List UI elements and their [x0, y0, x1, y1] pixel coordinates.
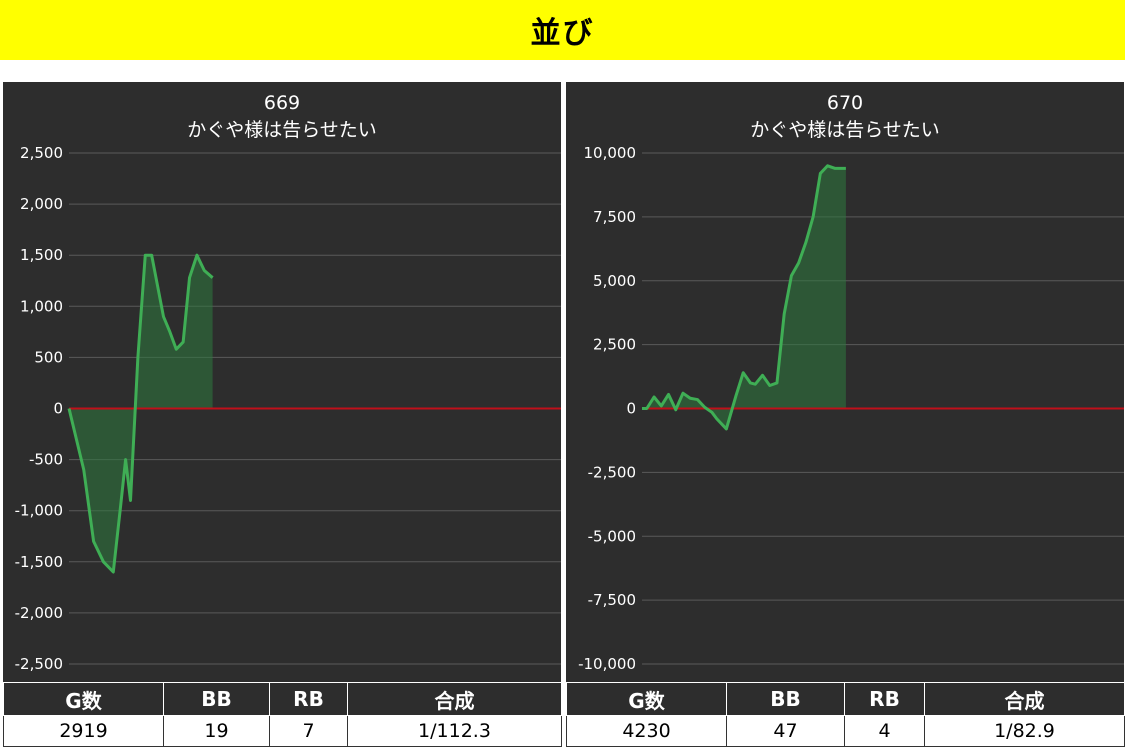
y-tick-label: 10,000 — [584, 144, 637, 162]
stats-header-combined: 合成 — [924, 682, 1125, 716]
stats-header-games: G数 — [566, 682, 727, 716]
stats-header-bb: BB — [163, 682, 270, 716]
series-line — [67, 253, 214, 574]
y-tick-label: -7,500 — [588, 591, 636, 609]
chart-title: 669 — [264, 92, 300, 114]
stats-value-rb: 7 — [269, 715, 348, 747]
banner: 並び — [0, 0, 1125, 60]
stats-header-rb: RB — [269, 682, 348, 716]
y-tick-label: 0 — [626, 400, 636, 418]
stats-value-row: 2919 19 7 1/112.3 — [3, 715, 562, 747]
y-tick-label: 500 — [34, 348, 63, 366]
stats-table-669: G数 BB RB 合成 2919 19 7 1/112.3 — [3, 682, 562, 747]
chart-subtitle: かぐや様は告らせたい — [187, 119, 377, 141]
stats-header-row: G数 BB RB 合成 — [566, 682, 1125, 716]
stats-value-bb: 19 — [163, 715, 270, 747]
stats-header-combined: 合成 — [347, 682, 562, 716]
y-tick-label: -2,500 — [588, 463, 636, 481]
banner-title: 並び — [530, 16, 595, 51]
slump-chart: 670 かぐや様は告らせたい 10,000 7,500 5,000 2,500 0 -2,50… — [578, 92, 1124, 673]
stats-header-row: G数 BB RB 合成 — [3, 682, 562, 716]
stats-value-combined: 1/112.3 — [347, 715, 562, 747]
stats-value-row: 4230 47 4 1/82.9 — [566, 715, 1125, 747]
y-tick-label: 1,500 — [20, 246, 63, 264]
y-tick-label: 0 — [53, 400, 63, 418]
stats-value-games: 2919 — [3, 715, 164, 747]
stats-header-rb: RB — [844, 682, 925, 716]
y-tick-label: -1,500 — [15, 553, 63, 571]
series-area — [69, 255, 213, 573]
stats-header-bb: BB — [726, 682, 845, 716]
y-tick-label: 2,000 — [20, 195, 63, 213]
series-area — [642, 165, 846, 429]
y-tick-label: -2,500 — [15, 655, 63, 673]
stats-value-games: 4230 — [566, 715, 727, 747]
stats-value-combined: 1/82.9 — [924, 715, 1125, 747]
y-tick-label: -2,000 — [15, 604, 63, 622]
chart-title: 670 — [827, 92, 863, 114]
slump-chart: 669 かぐや様は告らせたい 2,500 2,000 1,500 1,000 500 0 -50… — [15, 92, 561, 673]
chart-subtitle: かぐや様は告らせたい — [750, 119, 940, 141]
y-tick-label: -10,000 — [578, 655, 636, 673]
y-tick-label: -500 — [29, 451, 63, 469]
chart-panel-670: 670 かぐや様は告らせたい 10,000 7,500 5,000 2,500 0 -2,50… — [566, 82, 1124, 682]
series-line — [642, 164, 846, 431]
y-tick-label: 7,500 — [593, 208, 636, 226]
stats-value-bb: 47 — [726, 715, 845, 747]
y-tick-label: 2,500 — [20, 144, 63, 162]
y-tick-label: 1,000 — [20, 297, 63, 315]
stats-header-games: G数 — [3, 682, 164, 716]
stats-value-rb: 4 — [844, 715, 925, 747]
y-tick-label: 2,500 — [593, 336, 636, 354]
y-tick-label: -5,000 — [588, 527, 636, 545]
stats-table-670: G数 BB RB 合成 4230 47 4 1/82.9 — [566, 682, 1125, 747]
chart-panel-669: 669 かぐや様は告らせたい 2,500 2,000 1,500 1,000 500 0 -50… — [3, 82, 561, 682]
y-tick-label: 5,000 — [593, 272, 636, 290]
y-tick-label: -1,000 — [15, 502, 63, 520]
